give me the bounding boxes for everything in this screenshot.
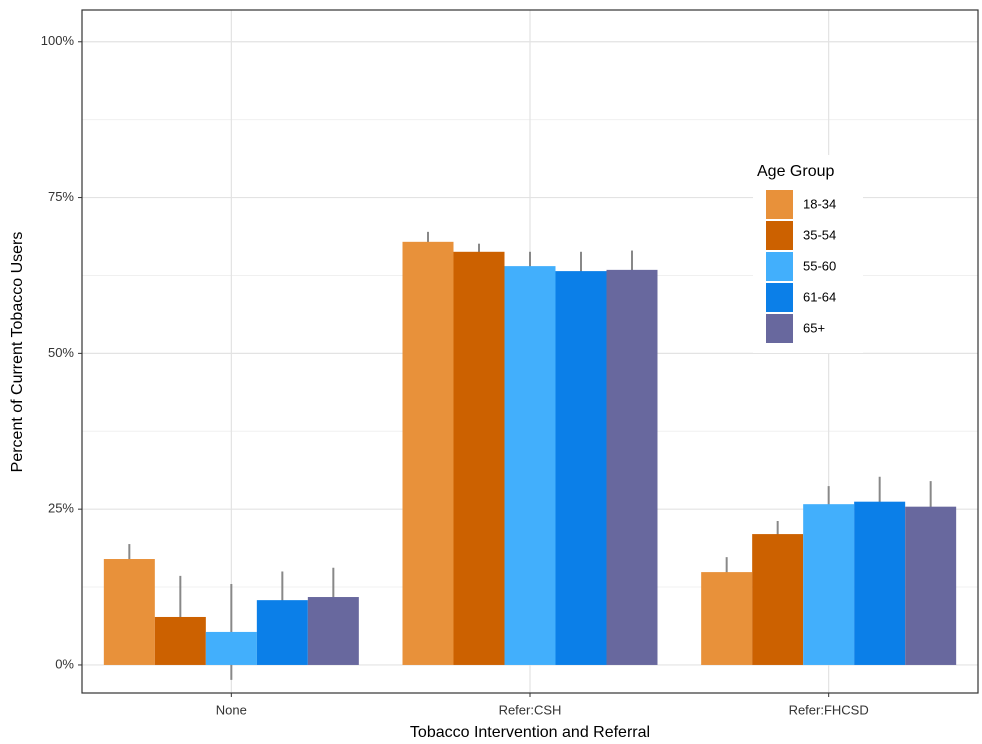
bar	[307, 597, 359, 665]
y-tick-label: 25%	[48, 501, 74, 516]
bar	[402, 241, 454, 665]
bar	[154, 616, 206, 665]
bar	[205, 631, 257, 665]
legend-key	[766, 221, 793, 250]
y-tick-label: 75%	[48, 189, 74, 204]
legend-label: 18-34	[803, 196, 836, 211]
bar	[701, 572, 753, 665]
x-axis-title: Tobacco Intervention and Referral	[410, 724, 650, 741]
bar	[905, 506, 957, 665]
x-tick-label: Refer:FHCSD	[789, 702, 869, 717]
y-tick-label: 0%	[55, 656, 74, 671]
legend-key	[766, 283, 793, 312]
bar	[606, 269, 658, 665]
bar	[555, 271, 607, 665]
bar	[803, 504, 855, 665]
bar	[256, 600, 308, 665]
legend-title: Age Group	[757, 163, 834, 180]
legend-label: 65+	[803, 320, 825, 335]
bar	[854, 501, 906, 665]
x-tick-label: Refer:CSH	[499, 702, 562, 717]
legend-key	[766, 314, 793, 343]
x-tick-label: None	[216, 702, 247, 717]
legend-label: 61-64	[803, 289, 836, 304]
legend-key	[766, 252, 793, 281]
bar	[504, 266, 556, 665]
y-axis-title: Percent of Current Tobacco Users	[9, 232, 26, 473]
plot-border	[81, 9, 979, 694]
legend-key	[766, 190, 793, 219]
bar	[752, 534, 804, 665]
legend-label: 55-60	[803, 258, 836, 273]
bar	[453, 251, 505, 665]
bar	[103, 559, 155, 665]
y-tick-label: 50%	[48, 345, 74, 360]
y-tick-label: 100%	[41, 33, 75, 48]
legend-label: 35-54	[803, 227, 836, 242]
